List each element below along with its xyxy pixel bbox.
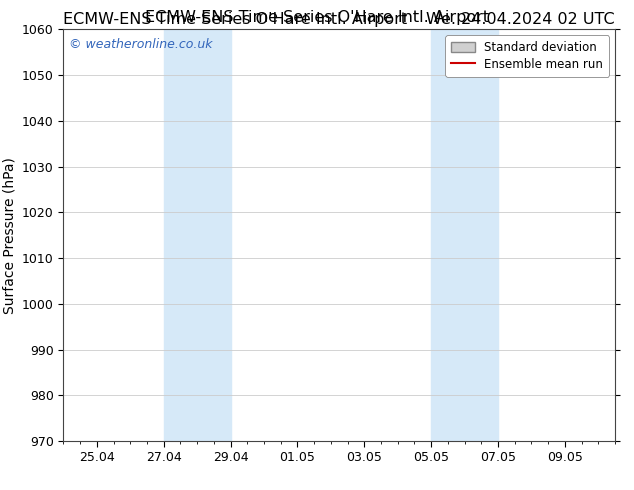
Bar <box>164 29 231 441</box>
Text: ECMW-ENS Time Series O'Hare Intl. Airport: ECMW-ENS Time Series O'Hare Intl. Airpor… <box>63 12 408 27</box>
Text: ECMW-ENS Time Series O'Hare Intl. Airport: ECMW-ENS Time Series O'Hare Intl. Airpor… <box>145 10 489 25</box>
Legend: Standard deviation, Ensemble mean run: Standard deviation, Ensemble mean run <box>445 35 609 76</box>
Bar <box>431 29 498 441</box>
Text: We. 24.04.2024 02 UTC: We. 24.04.2024 02 UTC <box>426 12 615 27</box>
Y-axis label: Surface Pressure (hPa): Surface Pressure (hPa) <box>3 157 16 314</box>
Text: © weatheronline.co.uk: © weatheronline.co.uk <box>69 38 212 50</box>
